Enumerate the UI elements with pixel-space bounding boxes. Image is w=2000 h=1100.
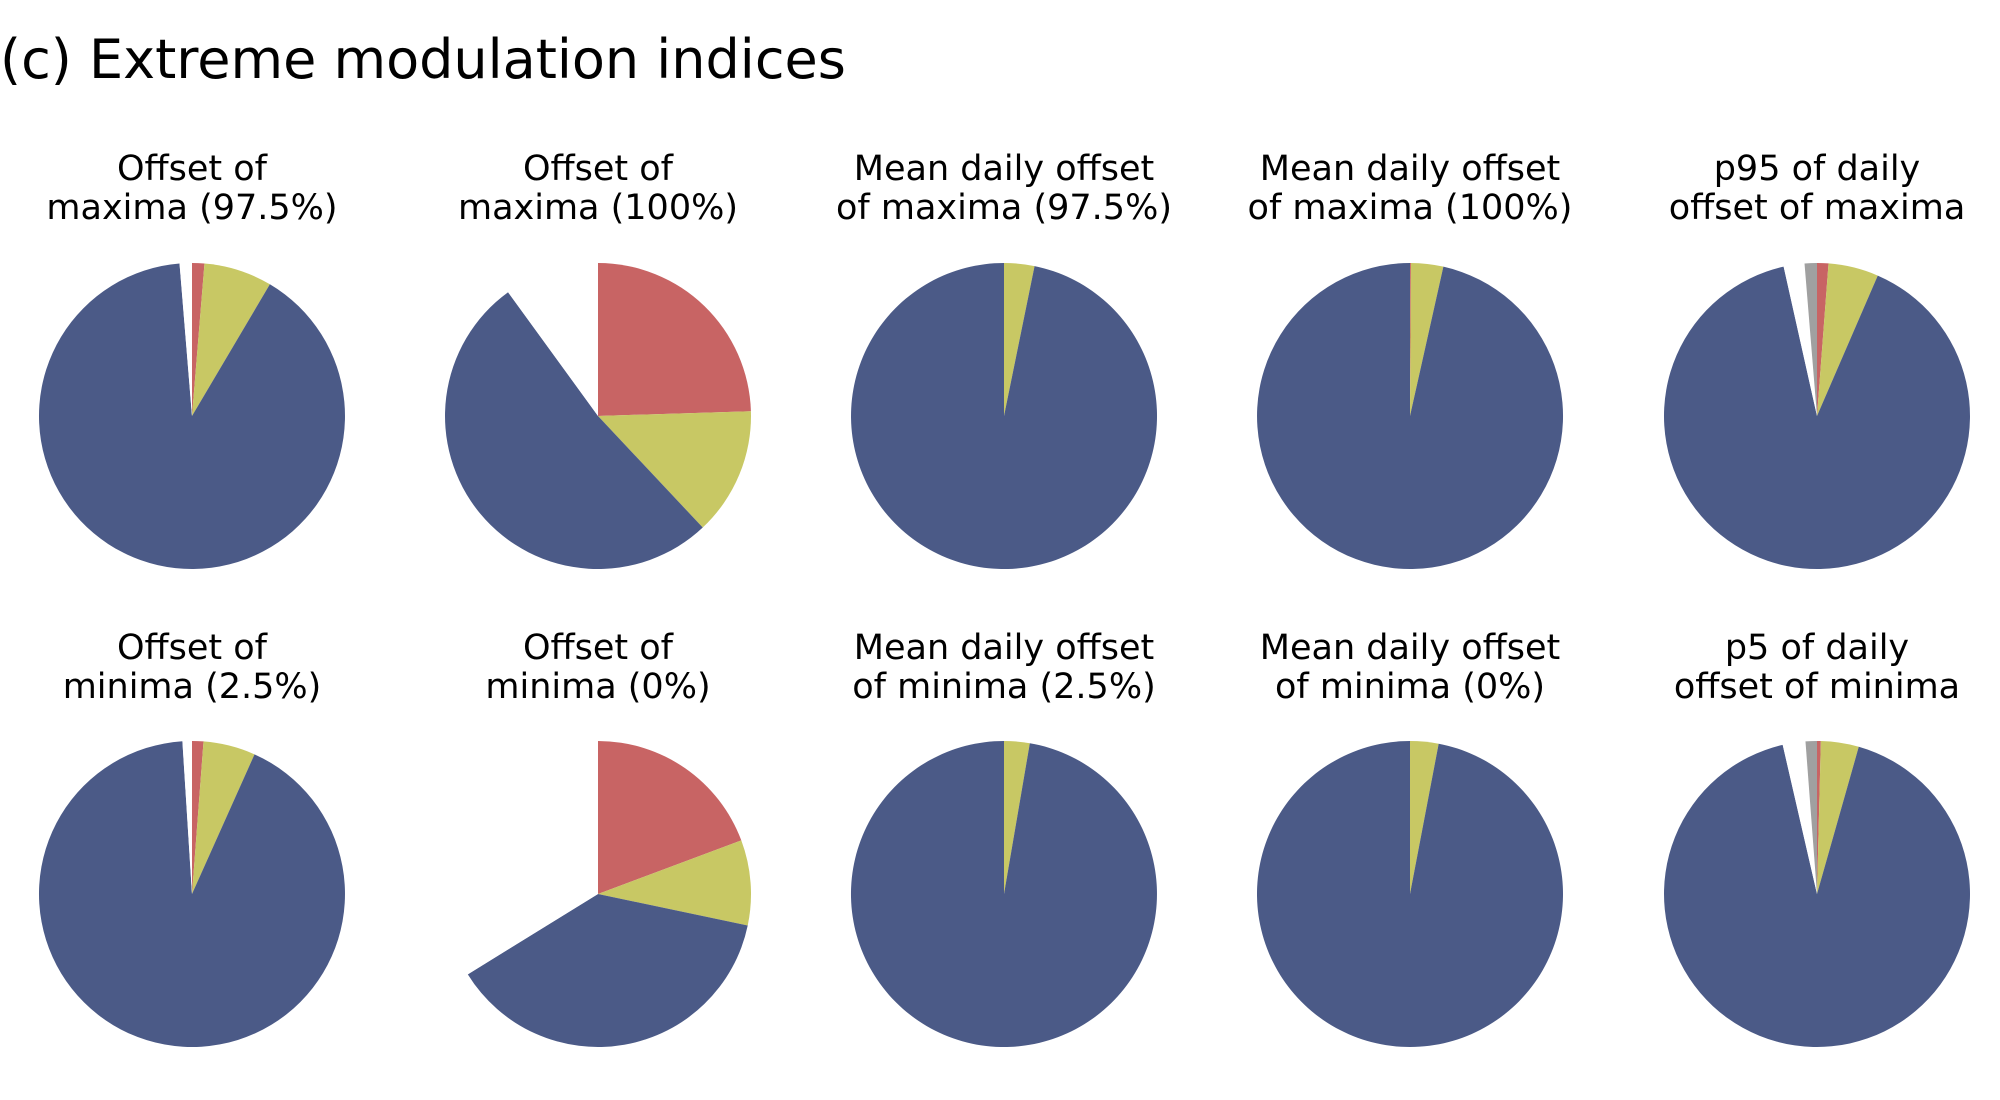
pie-slice-yellow xyxy=(598,840,751,926)
pie-title-line: offset of minima xyxy=(1674,667,1960,707)
pie-slice-empty xyxy=(508,263,598,416)
pie-slice-empty xyxy=(1783,263,1817,416)
pie-slice-red xyxy=(192,263,205,416)
pie-title-line: of maxima (97.5%) xyxy=(836,188,1172,228)
pie-slice-empty xyxy=(179,263,192,416)
pie-title-line: offset of maxima xyxy=(1669,188,1966,228)
pie-slice-empty xyxy=(182,741,192,894)
pie-slice-yellow xyxy=(1817,263,1878,416)
pie-slice-empty xyxy=(1782,741,1817,894)
pie-slice-blue xyxy=(1664,744,1971,1048)
pie-slice-gray xyxy=(1805,741,1817,894)
pie-slice-yellow xyxy=(1410,741,1439,894)
pie-slice-blue xyxy=(1257,263,1564,569)
pie-slice-blue xyxy=(851,263,1158,570)
pie-slice-yellow xyxy=(1817,741,1859,894)
pie-title-line: of maxima (100%) xyxy=(1248,188,1573,228)
pie-slice-empty xyxy=(445,741,598,975)
pie-slice-blue xyxy=(445,292,703,569)
pie-slice-red xyxy=(598,741,742,894)
pie-title-line: maxima (100%) xyxy=(458,188,738,228)
pie-slice-yellow xyxy=(1004,741,1030,894)
figure-title: (c) Extreme modulation indices xyxy=(0,28,846,91)
pie-slice-yellow xyxy=(192,741,255,894)
pie-slice-blue xyxy=(850,741,1157,1047)
pie-slice-red xyxy=(1817,741,1821,894)
pie-slice-yellow xyxy=(1004,263,1035,416)
pie-title-line: Mean daily offset xyxy=(1260,628,1560,668)
pie-slice-red xyxy=(1410,262,1411,416)
pie-slice-red xyxy=(1817,262,1829,416)
pie-title-line: p95 of daily xyxy=(1714,149,1921,189)
pie-slice-yellow xyxy=(1410,263,1444,416)
pie-slice-blue xyxy=(467,894,748,1047)
pie-slice-red xyxy=(598,263,751,416)
pie-slice-yellow xyxy=(598,411,751,528)
pie-title-line: Mean daily offset xyxy=(854,149,1154,189)
pie-title-line: Offset of xyxy=(117,149,268,189)
pie-slice-yellow xyxy=(192,263,270,416)
pie-title-line: of minima (0%) xyxy=(1275,667,1545,707)
pie-title-line: minima (0%) xyxy=(485,667,710,707)
pie-title-line: Offset of xyxy=(117,628,268,668)
pie-title-line: Offset of xyxy=(523,149,674,189)
pie-title-line: Mean daily offset xyxy=(854,628,1154,668)
pie-title-line: maxima (97.5%) xyxy=(46,188,337,228)
pie-slice-gray xyxy=(1804,263,1817,416)
pie-title-line: of minima (2.5%) xyxy=(852,667,1155,707)
pie-slice-red xyxy=(192,741,204,894)
pie-slice-blue xyxy=(38,741,345,1047)
pie-title-line: Offset of xyxy=(523,628,674,668)
pie-title-line: Mean daily offset xyxy=(1260,149,1560,189)
pie-slice-blue xyxy=(38,263,345,570)
pie-title-line: p5 of daily xyxy=(1725,628,1909,668)
pie-slice-blue xyxy=(1257,741,1564,1047)
pie-slice-blue xyxy=(1663,266,1970,569)
pie-title-line: minima (2.5%) xyxy=(63,667,322,707)
